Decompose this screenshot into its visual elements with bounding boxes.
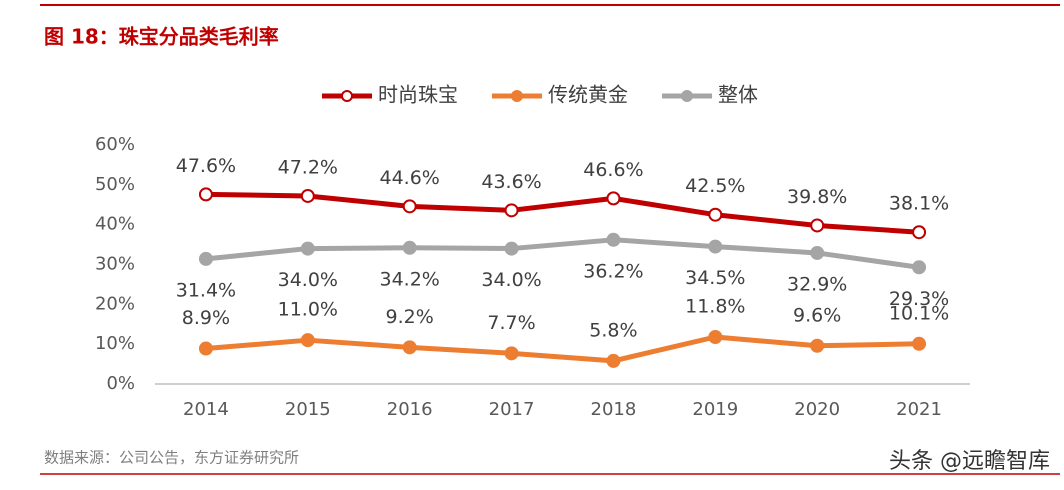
data-label: 36.2%: [583, 260, 643, 282]
data-label: 43.6%: [481, 171, 541, 193]
data-label: 47.2%: [278, 156, 338, 178]
series-line: [205, 191, 920, 235]
data-label: 32.9%: [787, 273, 847, 295]
y-tick-label: 30%: [95, 254, 135, 275]
point: [810, 338, 825, 353]
x-tick-label: 2016: [387, 399, 433, 420]
point: [402, 340, 417, 355]
x-tick-label: 2021: [896, 399, 942, 420]
data-label: 5.8%: [589, 319, 637, 341]
data-label: 11.8%: [685, 295, 745, 317]
x-tick-label: 2015: [285, 399, 331, 420]
data-label: 44.6%: [380, 167, 440, 189]
point: [504, 241, 519, 256]
point: [606, 191, 621, 206]
legend-marker: [341, 90, 353, 102]
data-label: 29.3%: [889, 288, 949, 310]
point: [402, 240, 417, 255]
point: [300, 188, 315, 203]
point: [504, 203, 519, 218]
data-label: 38.1%: [889, 193, 949, 215]
point: [606, 353, 621, 368]
point: [198, 341, 213, 356]
data-label: 34.0%: [481, 269, 541, 291]
point: [402, 199, 417, 214]
y-tick-label: 20%: [95, 293, 135, 314]
point: [198, 187, 213, 202]
point: [708, 329, 723, 344]
y-tick-label: 0%: [106, 373, 135, 394]
point: [606, 232, 621, 247]
data-label: 39.8%: [787, 186, 847, 208]
series-line: [205, 237, 920, 270]
data-label: 34.5%: [685, 267, 745, 289]
y-tick-label: 60%: [95, 134, 135, 155]
data-label: 46.6%: [583, 159, 643, 181]
point: [912, 336, 927, 351]
legend-label: 整体: [718, 83, 758, 107]
data-label: 8.9%: [182, 307, 230, 329]
point: [708, 239, 723, 254]
data-label: 47.6%: [176, 155, 236, 177]
point: [810, 218, 825, 233]
series-line: [205, 334, 920, 364]
point: [300, 241, 315, 256]
data-label: 9.6%: [793, 304, 841, 326]
y-tick-label: 10%: [95, 333, 135, 354]
data-label: 42.5%: [685, 175, 745, 197]
point: [504, 346, 519, 361]
point: [912, 260, 927, 275]
legend-marker: [511, 90, 523, 102]
data-label: 34.2%: [380, 268, 440, 290]
title: 图 18：珠宝分品类毛利率: [44, 25, 279, 49]
x-tick-label: 2019: [692, 399, 738, 420]
data-label: 10.1%: [889, 302, 949, 324]
point: [810, 245, 825, 260]
y-tick-label: 40%: [95, 214, 135, 235]
point: [912, 225, 927, 240]
y-tick-label: 50%: [95, 174, 135, 195]
x-tick-label: 2020: [794, 399, 840, 420]
data-label: 7.7%: [487, 312, 535, 334]
data-label: 34.0%: [278, 269, 338, 291]
point: [708, 207, 723, 222]
data-label: 31.4%: [176, 279, 236, 301]
legend-marker: [681, 90, 693, 102]
watermark: 头条 @远瞻智库: [889, 449, 1050, 474]
x-tick-label: 2017: [489, 399, 535, 420]
point: [300, 333, 315, 348]
data-label: 9.2%: [386, 306, 434, 328]
source: 数据来源：公司公告，东方证券研究所: [44, 449, 299, 467]
point: [198, 251, 213, 266]
legend-label: 时尚珠宝: [378, 83, 458, 107]
data-label: 11.0%: [278, 299, 338, 321]
x-tick-label: 2014: [183, 399, 229, 420]
legend-label: 传统黄金: [548, 83, 628, 107]
x-tick-label: 2018: [591, 399, 637, 420]
